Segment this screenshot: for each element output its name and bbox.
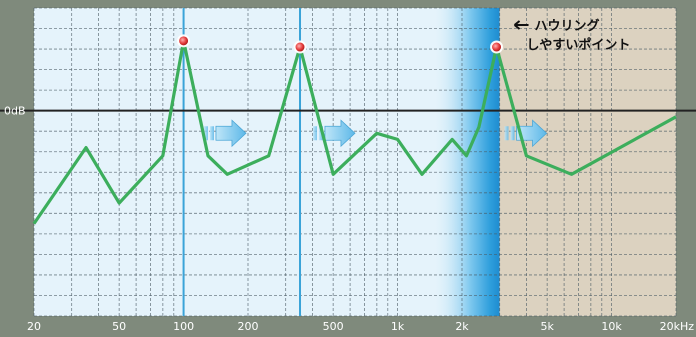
arrow-stripe (313, 126, 317, 140)
x-tick-label: 10k (601, 320, 622, 333)
x-tick-label: 100 (173, 320, 194, 333)
feedback-band (435, 8, 499, 316)
peak-marker (179, 36, 189, 46)
annotation-text-line: しやすいポイント (527, 37, 631, 53)
x-tick-label: 500 (323, 320, 344, 333)
y-axis-zero-label: 0dB (4, 105, 26, 118)
x-tick-label: 5k (540, 320, 554, 333)
arrow-stripe (511, 126, 515, 140)
peak-marker (295, 42, 305, 52)
arrow-stripe (505, 126, 509, 140)
x-tick-label: 200 (238, 320, 259, 333)
annotation-text-line: ハウリング (535, 18, 600, 34)
x-tick-label: 20kHz (660, 320, 695, 333)
x-tick-label: 1k (391, 320, 405, 333)
x-tick-label: 20 (27, 320, 41, 333)
arrow-stripe (210, 126, 214, 140)
x-tick-label: 50 (112, 320, 126, 333)
peak-marker (492, 42, 502, 52)
x-tick-label: 2k (455, 320, 469, 333)
